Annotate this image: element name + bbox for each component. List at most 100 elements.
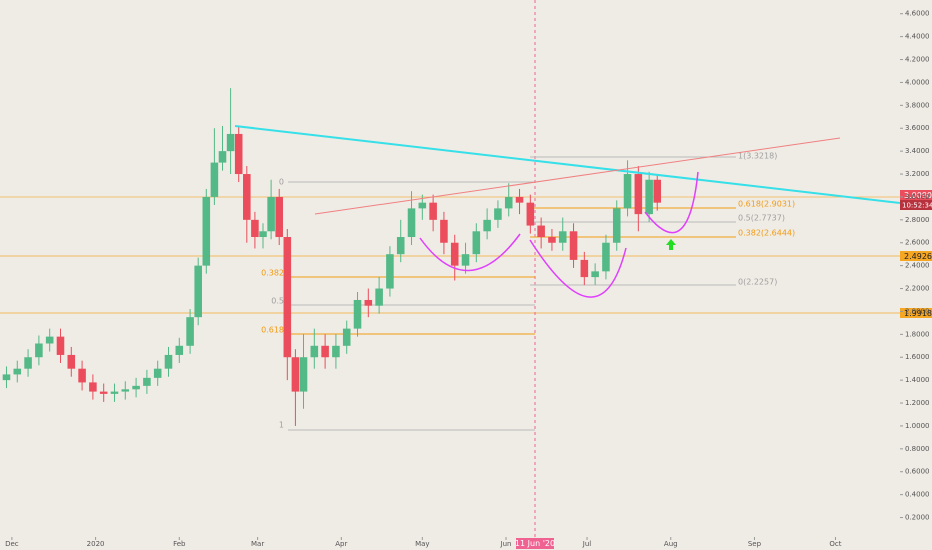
candle-body bbox=[548, 237, 556, 243]
x-tick-label: Jun bbox=[500, 540, 512, 548]
candle-body bbox=[375, 288, 383, 306]
candle-body bbox=[89, 382, 97, 392]
x-tick-label: Jul bbox=[582, 540, 592, 548]
candle-body bbox=[612, 208, 621, 243]
y-tick-label: 3.2000 bbox=[905, 170, 930, 178]
y-tick-label: 1.8000 bbox=[905, 330, 930, 338]
candle-body bbox=[321, 345, 329, 358]
x-tick-label: Dec bbox=[5, 540, 19, 548]
fib-label: 0.382 bbox=[261, 269, 284, 278]
countdown-text: 10:52:34 bbox=[902, 202, 932, 210]
x-tick-label: 2020 bbox=[87, 540, 105, 548]
candle-body bbox=[558, 231, 567, 243]
fib-label: 1 bbox=[279, 421, 284, 430]
arrow bbox=[666, 239, 676, 250]
candle-body bbox=[121, 389, 130, 392]
fib-label: 0.5 bbox=[271, 297, 284, 306]
price-tag-text: 2.4926 bbox=[904, 252, 932, 261]
y-tick-label: 1.6000 bbox=[905, 353, 930, 361]
candle-body bbox=[99, 391, 108, 394]
candle-body bbox=[537, 225, 545, 238]
y-tick-label: 1.4000 bbox=[905, 376, 930, 384]
y-tick-label: 3.0000 bbox=[905, 193, 930, 201]
candle-body bbox=[407, 208, 416, 238]
y-tick-label: 1.2000 bbox=[905, 399, 930, 407]
y-tick-label: 4.4000 bbox=[905, 33, 930, 41]
x-tick-label: Oct bbox=[829, 540, 841, 548]
price-tag bbox=[900, 190, 932, 200]
candle-body bbox=[251, 219, 259, 238]
candle-body bbox=[386, 254, 394, 289]
candle-body bbox=[275, 196, 283, 238]
candle-body bbox=[494, 208, 502, 220]
candle-body bbox=[332, 345, 340, 358]
candle-body bbox=[194, 265, 202, 318]
candle-body bbox=[645, 179, 653, 215]
candle-body bbox=[634, 174, 643, 215]
fib-label: 0.382(2.6444) bbox=[738, 229, 795, 238]
candle-body bbox=[132, 385, 140, 390]
fib-label: 0.618(2.9031) bbox=[738, 200, 795, 209]
pattern-curve bbox=[529, 239, 627, 298]
candle-body bbox=[623, 174, 632, 209]
pattern-curve bbox=[419, 233, 521, 272]
candle-body bbox=[353, 299, 362, 329]
countdown-tag bbox=[900, 200, 932, 210]
trend-line bbox=[314, 137, 841, 215]
candle-body bbox=[342, 328, 351, 346]
candle-body bbox=[602, 242, 610, 272]
x-tick-label: May bbox=[415, 540, 429, 548]
y-tick-label: 2.4000 bbox=[905, 262, 930, 270]
candle-body bbox=[310, 345, 319, 358]
candle-body bbox=[164, 354, 173, 369]
y-tick-label: 0.6000 bbox=[905, 468, 930, 476]
candle-body bbox=[299, 357, 308, 392]
y-tick-label: 2.2000 bbox=[905, 285, 930, 293]
y-tick-label: 2.6000 bbox=[905, 239, 930, 247]
fib-label: 0 bbox=[279, 178, 284, 187]
candle-body bbox=[186, 317, 194, 346]
y-tick-label: 4.6000 bbox=[905, 10, 930, 18]
date-marker-text: 11 Jun '20 bbox=[515, 539, 555, 548]
left-fib: 0 0.382 0.5 0.618 1 bbox=[261, 178, 535, 431]
candle-body bbox=[472, 231, 481, 255]
x-tick-label: Aug bbox=[664, 540, 678, 548]
y-tick-label: 0.8000 bbox=[905, 445, 930, 453]
candle-body bbox=[396, 237, 405, 255]
candle-body bbox=[153, 368, 162, 378]
candle-body bbox=[243, 174, 251, 220]
trend-line bbox=[234, 125, 901, 204]
candle-body bbox=[653, 179, 662, 203]
candle-body bbox=[175, 345, 184, 355]
y-tick-label: 4.0000 bbox=[905, 78, 930, 86]
candle-body bbox=[429, 202, 437, 220]
y-tick-label: 3.4000 bbox=[905, 147, 930, 155]
candle-body bbox=[440, 219, 448, 243]
candle-body bbox=[24, 357, 32, 369]
candle-body bbox=[580, 259, 589, 278]
y-tick-label: 4.2000 bbox=[905, 56, 930, 64]
y-tick-label: 0.4000 bbox=[905, 491, 930, 499]
right-fib: 1(3.3218) 0.618(2.9031) 0.5(2.7737) 0.38… bbox=[530, 152, 795, 287]
candle-body bbox=[267, 196, 275, 232]
candle-body bbox=[515, 196, 524, 203]
candle-body bbox=[234, 133, 243, 175]
candle-body bbox=[569, 231, 578, 260]
candles bbox=[2, 88, 662, 426]
fib-label: 0.5(2.7737) bbox=[738, 214, 785, 223]
candle-body bbox=[210, 162, 219, 197]
fib-label: 0.618 bbox=[261, 326, 284, 335]
candle-body bbox=[2, 374, 11, 381]
x-tick-label: Apr bbox=[335, 540, 347, 548]
x-tick-label: Sep bbox=[748, 540, 762, 548]
y-tick-label: 3.8000 bbox=[905, 101, 930, 109]
candle-body bbox=[591, 271, 599, 278]
date-marker-tag bbox=[516, 538, 554, 549]
candle-body bbox=[226, 133, 235, 152]
price-tag-text: 1.9918 bbox=[904, 309, 932, 318]
candle-body bbox=[13, 368, 22, 375]
candle-body bbox=[110, 391, 119, 394]
candle-body bbox=[35, 343, 43, 358]
